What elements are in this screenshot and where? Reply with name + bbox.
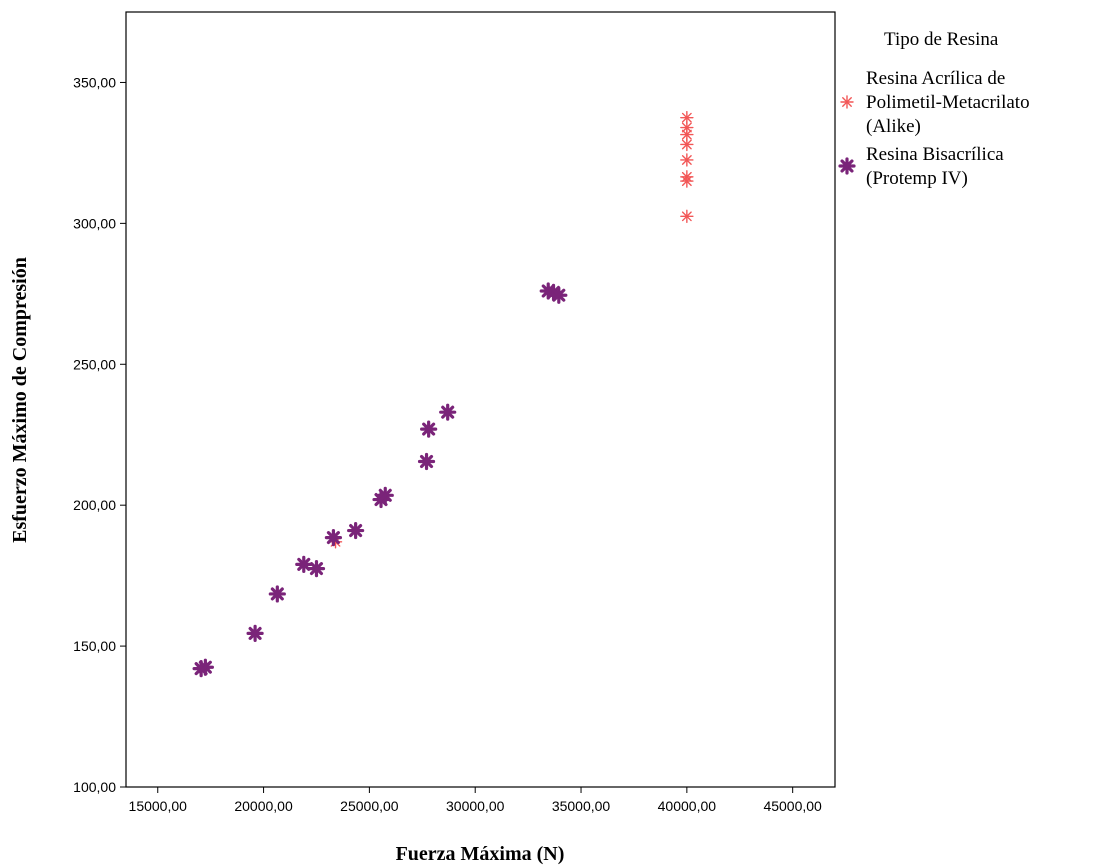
data-point xyxy=(680,174,694,188)
data-point xyxy=(680,110,694,125)
x-tick-label: 35000,00 xyxy=(552,798,611,814)
x-tick-label: 30000,00 xyxy=(446,798,505,814)
y-tick-label: 100,00 xyxy=(73,779,116,795)
x-tick-label: 15000,00 xyxy=(129,798,188,814)
data-point xyxy=(295,555,313,573)
legend-entry-label: Resina Acrílica de xyxy=(866,68,1005,89)
data-point xyxy=(550,286,568,304)
data-point xyxy=(680,209,694,224)
data-point xyxy=(196,658,214,676)
y-tick-label: 300,00 xyxy=(73,215,116,231)
legend-entry-label: (Protemp IV) xyxy=(866,168,968,189)
y-tick-label: 200,00 xyxy=(73,497,116,513)
data-point xyxy=(324,528,343,547)
x-tick-label: 40000,00 xyxy=(658,798,717,814)
legend-title: Tipo de Resina xyxy=(884,29,999,50)
legend-marker xyxy=(840,95,854,109)
data-point xyxy=(307,559,326,578)
data-point xyxy=(417,452,436,471)
x-tick-label: 25000,00 xyxy=(340,798,399,814)
data-points xyxy=(192,110,694,678)
legend-entry-label: Resina Bisacrílica xyxy=(866,144,1004,165)
x-tick-label: 45000,00 xyxy=(763,798,822,814)
data-point xyxy=(680,153,694,167)
y-tick-label: 250,00 xyxy=(73,356,116,372)
data-point xyxy=(439,403,457,421)
legend: Tipo de Resina Resina Acrílica de Polimet… xyxy=(838,29,1030,189)
plot-frame xyxy=(125,11,836,788)
data-point xyxy=(420,420,438,438)
y-axis-title: Esfuerzo Máximo de Compresión xyxy=(9,257,31,543)
data-point xyxy=(376,486,394,504)
data-point xyxy=(347,521,365,540)
x-axis-title: Fuerza Máxima (N) xyxy=(396,843,565,865)
legend-entry-label: Polimetil-Metacrilato xyxy=(866,92,1030,113)
data-point xyxy=(680,137,694,152)
data-point xyxy=(246,624,264,643)
legend-entry-label: (Alike) xyxy=(866,116,921,137)
y-axis: 100,00 150,00 200,00 250,00 300,00 350,00 xyxy=(73,74,126,795)
legend-marker xyxy=(838,157,856,175)
data-point xyxy=(268,585,286,603)
y-tick-label: 350,00 xyxy=(73,74,116,90)
data-point xyxy=(680,127,694,142)
x-tick-label: 20000,00 xyxy=(234,798,293,814)
x-axis: 15000,00 20000,00 25000,00 30000,00 35000,00… xyxy=(129,787,822,814)
plot-frame-group xyxy=(125,11,836,788)
y-tick-label: 150,00 xyxy=(73,638,116,654)
